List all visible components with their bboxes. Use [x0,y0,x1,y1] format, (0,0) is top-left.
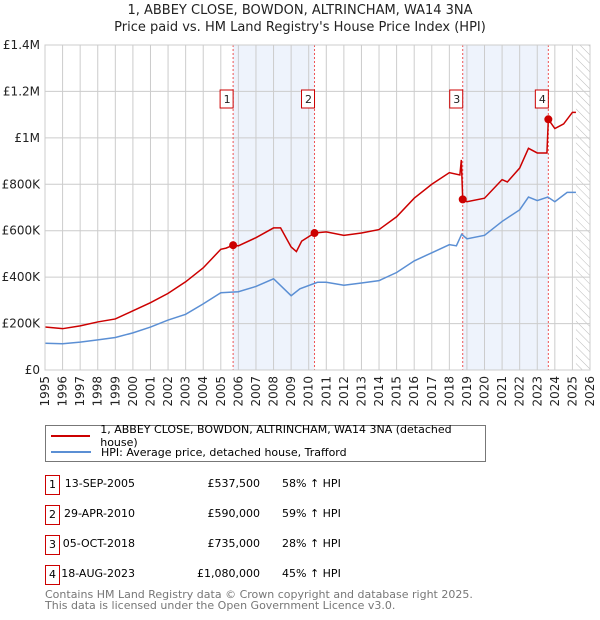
sale-hpi: 59% ↑ HPI [282,507,341,520]
price-chart: 1995 1996 1997 1998 1999 2000 2001 2002 2003 2004… [2,38,597,407]
x-tick-label: 2016 [407,376,421,407]
sale-price: £537,500 [207,477,261,490]
plot-frame [44,44,591,371]
sale-box-label: 1 [224,93,231,106]
x-tick-label: 2010 [302,376,316,407]
sale-hpi: 45% ↑ HPI [282,567,341,580]
x-tick-label: 2014 [372,376,386,407]
legend-item-hpi: HPI: Average price, detached house, Traf… [46,444,347,460]
sale-price: £735,000 [207,537,261,550]
sale-date: 18-AUG-2023 [61,567,135,580]
sale-date: 05-OCT-2018 [62,537,135,550]
x-tick-label: 2002 [161,376,175,407]
x-tick-label: 2009 [284,376,298,407]
series-line [44,111,576,330]
x-tick-label: 2012 [337,376,351,407]
legend: 1, ABBEY CLOSE, BOWDON, ALTRINCHAM, WA14… [45,423,486,462]
attribution: Contains HM Land Registry data © Crown c… [45,589,473,611]
x-tick-label: 2022 [513,376,527,407]
x-tick-label: 2006 [231,376,245,407]
y-tick-label: £0 [25,363,40,377]
x-tick-label: 2007 [249,376,263,407]
sale-hpi: 58% ↑ HPI [282,477,341,490]
x-tick-label: 2000 [126,376,140,407]
sale-box [219,89,234,109]
x-tick-label: 2013 [354,376,368,407]
legend-label: 1, ABBEY CLOSE, BOWDON, ALTRINCHAM, WA14… [100,423,452,449]
x-tick-label: 2003 [179,376,193,407]
y-tick-label: £1M [14,131,40,145]
x-tick-label: 1997 [73,376,87,407]
x-tick-label: 2026 [583,376,597,407]
y-tick-label: £1.2M [3,84,40,98]
sale-row: 2 29-APR-2010 £590,000 59% ↑ HPI [45,505,465,525]
sale-box [449,89,464,109]
shaded-range [462,45,549,370]
sale-price: £1,080,000 [197,567,260,580]
x-tick-label: 1998 [91,376,105,407]
x-tick-label: 1999 [108,376,122,407]
sale-point [310,229,319,238]
legend-swatch [51,451,91,453]
series-line [44,191,576,345]
x-tick-label: 2004 [196,376,210,407]
x-tick-label: 2023 [530,376,544,407]
legend-label: HPI: Average price, detached house, Traf… [101,445,347,459]
attribution-line: Contains HM Land Registry data © Crown c… [45,588,473,601]
x-tick-label: 2017 [425,376,439,407]
chart-title: 1, ABBEY CLOSE, BOWDON, ALTRINCHAM, WA14… [127,3,473,18]
x-tick-label: 2011 [319,376,333,407]
x-tick-label: 2001 [143,376,157,407]
sale-box [301,89,316,109]
x-tick-label: 2020 [478,376,492,407]
sale-row: 4 18-AUG-2023 £1,080,000 45% ↑ HPI [45,565,465,585]
legend-item-property: 1, ABBEY CLOSE, BOWDON, ALTRINCHAM, WA14… [46,423,485,449]
x-tick-label: 2019 [460,376,474,407]
y-tick-label: £400K [2,270,42,284]
x-tick-label: 2021 [495,376,509,407]
sale-box [534,89,549,109]
x-tick-label: 1995 [38,376,52,407]
forecast-hatch [575,45,590,370]
y-tick-label: £1.4M [3,38,40,52]
sale-marker-label: 2 [45,505,60,525]
sale-row: 3 05-OCT-2018 £735,000 28% ↑ HPI [45,535,465,555]
sale-point [229,241,238,250]
x-tick-label: 1996 [56,376,70,407]
sale-hpi: 28% ↑ HPI [282,537,341,550]
y-tick-label: £600K [2,224,42,238]
sale-box-label: 3 [453,93,460,106]
x-tick-label: 2008 [267,376,281,407]
sale-box-label: 2 [305,93,312,106]
legend-swatch [51,435,91,437]
chart-subtitle: Price paid vs. HM Land Registry's House … [114,20,486,35]
sale-date: 29-APR-2010 [63,507,135,520]
x-tick-label: 2018 [442,376,456,407]
attribution-line: This data is licensed under the Open Gov… [45,599,396,612]
y-tick-label: £800K [2,177,42,191]
sale-date: 13-SEP-2005 [64,477,135,490]
x-tick-label: 2005 [214,376,228,407]
x-tick-label: 2015 [390,376,404,407]
y-tick-label: £200K [2,317,42,331]
sale-row: 1 13-SEP-2005 £537,500 58% ↑ HPI [45,475,465,495]
sale-marker-label: 4 [45,565,60,585]
sale-marker-label: 1 [45,475,60,495]
x-tick-label: 2025 [565,376,579,407]
sale-point [458,195,467,204]
sale-point [544,115,553,124]
sale-box-label: 4 [539,93,546,106]
x-tick-label: 2024 [548,376,562,407]
sale-price: £590,000 [207,507,261,520]
sale-marker-label: 3 [45,535,60,555]
